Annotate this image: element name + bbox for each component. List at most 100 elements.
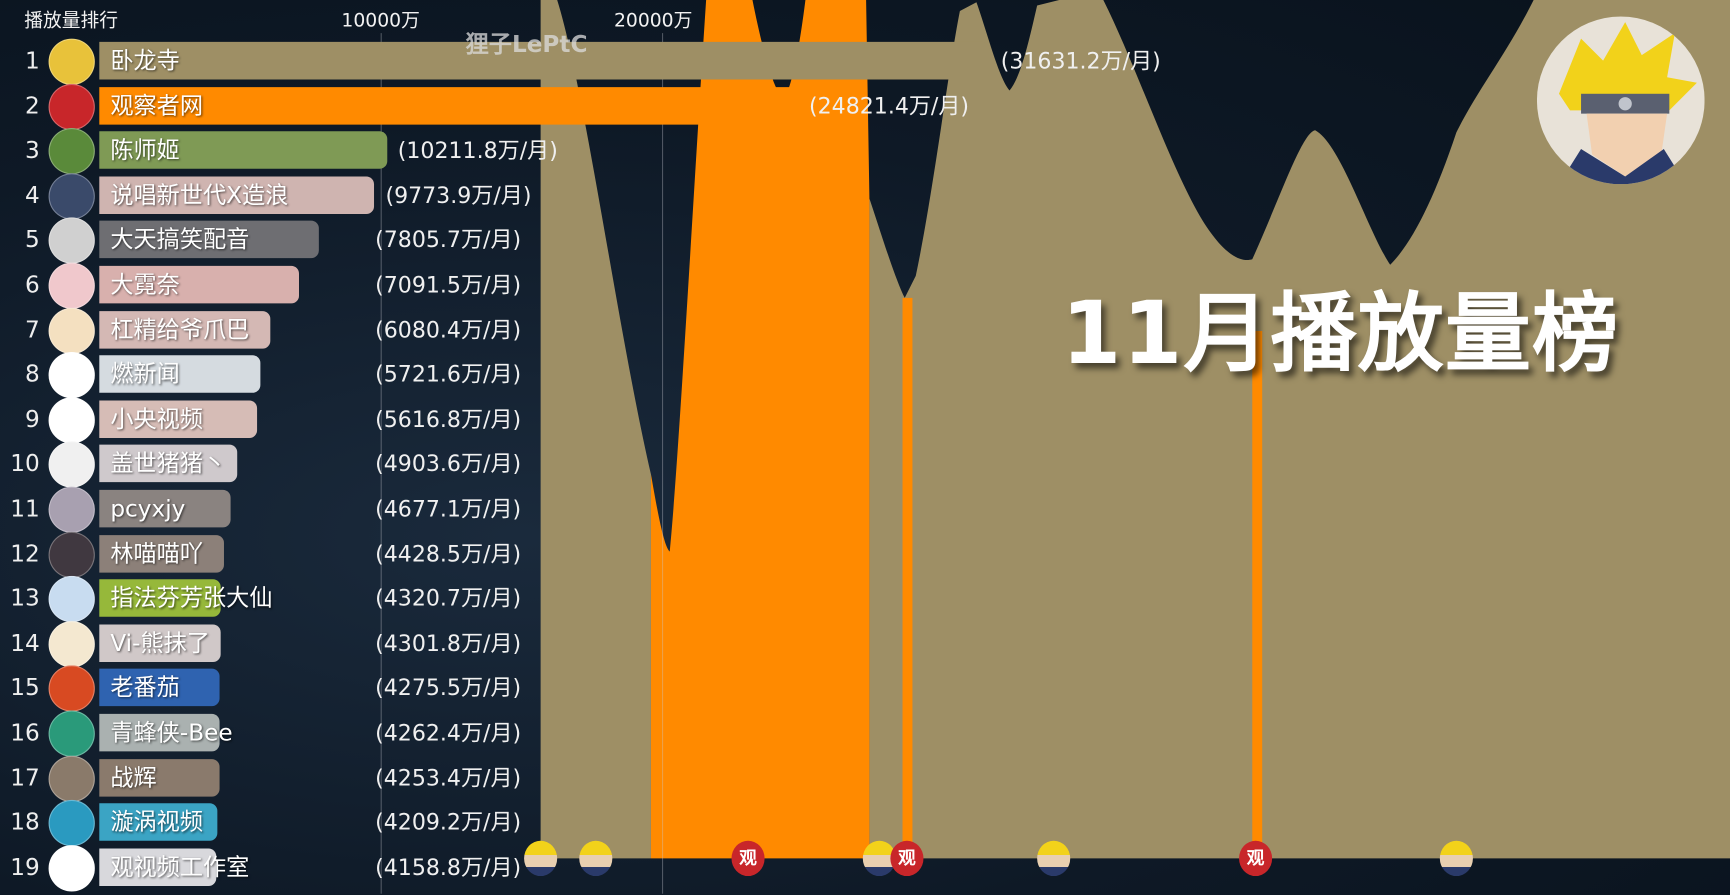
bar (99, 221, 320, 259)
value-label: (24821.4万/月) (809, 92, 970, 119)
value-label: (5616.8万/月) (375, 405, 522, 433)
guancha-avatar-marker: 观 (731, 840, 765, 877)
bar (99, 624, 221, 662)
channel-avatar (48, 262, 95, 309)
value-label: (4677.1万/月) (375, 495, 522, 522)
channel-name: Vi-熊抹了 (110, 629, 210, 657)
channel-avatar (48, 307, 95, 354)
bar (99, 579, 221, 617)
rank-number: 10 (10, 450, 40, 478)
value-label: (4209.2万/月) (375, 808, 522, 836)
channel-name: 卧龙寺 (110, 47, 180, 74)
bar (99, 445, 238, 483)
naruto-avatar-marker (579, 840, 613, 877)
value-label: (7091.5万/月) (375, 271, 522, 298)
channel-name: 观视频工作室 (110, 853, 250, 881)
value-label: (4320.7万/月) (375, 584, 522, 612)
bar (99, 758, 220, 797)
bar-row: 3 陈师姬 (10211.8万/月) (0, 128, 1324, 175)
bar (99, 131, 387, 170)
channel-avatar (48, 531, 95, 578)
bar-row: 1 卧龙寺 (31631.2万/月) (0, 38, 1324, 85)
bar (99, 713, 220, 752)
value-label: (4903.6万/月) (375, 450, 522, 478)
channel-name: 杠精给爷爪巴 (110, 316, 250, 343)
channel-avatar (48, 128, 95, 175)
naruto-avatar-marker (862, 840, 896, 877)
channel-name: pcyxjy (110, 495, 186, 522)
gridline (661, 33, 664, 894)
value-label: (4262.4万/月) (375, 719, 522, 746)
channel-avatar (48, 217, 95, 265)
value-label: (5721.6万/月) (375, 360, 522, 388)
channel-avatar (48, 83, 95, 130)
value-label: (4253.4万/月) (375, 764, 522, 791)
bar-row: 7 杠精给爷爪巴 (6080.4万/月) (0, 307, 1324, 354)
month-title: 11月播放量榜 (1061, 284, 1620, 384)
bar-row: 8 燃新闻 (5721.6万/月) (0, 352, 1324, 399)
bar-row: 12 林喵喵吖 (4428.5万/月) (0, 531, 1324, 578)
channel-name: 战辉 (110, 764, 157, 791)
value-label: (6080.4万/月) (375, 316, 522, 343)
rank-number: 9 (24, 405, 40, 433)
channel-avatar (48, 665, 95, 713)
channel-avatar (48, 620, 95, 668)
tick-label: 20000万 (613, 9, 693, 32)
rank-number: 3 (24, 137, 40, 164)
channel-name: 大霓奈 (110, 271, 180, 298)
naruto-avatar-marker (1037, 840, 1071, 877)
bar-row: 17 战辉 (4253.4万/月) (0, 755, 1324, 802)
channel-avatar (48, 800, 95, 847)
khaki-area (540, 0, 1730, 859)
bar-row: 16 青蜂侠-Bee (4262.4万/月) (0, 710, 1324, 757)
rank-number: 13 (10, 584, 40, 612)
channel-name: 指法芬芳张大仙 (110, 584, 273, 612)
channel-name: 说唱新世代X造浪 (110, 181, 289, 209)
channel-name: 燃新闻 (110, 360, 180, 388)
bar (99, 489, 231, 528)
rank-number: 16 (10, 719, 40, 746)
rank-number: 4 (24, 181, 40, 209)
channel-name: 小央视频 (110, 405, 204, 433)
bar-row: 18 漩涡视频 (4209.2万/月) (0, 800, 1324, 847)
channel-avatar (48, 576, 95, 623)
rank-number: 8 (24, 360, 40, 388)
channel-name: 大天搞笑配音 (110, 226, 250, 254)
bar-row: 6 大霓奈 (7091.5万/月) (0, 262, 1324, 309)
rank-number: 19 (10, 853, 40, 881)
channel-name: 陈师姬 (110, 137, 180, 164)
channel-avatar (48, 844, 95, 892)
bar (99, 86, 798, 125)
bar (99, 669, 220, 707)
channel-name: 林喵喵吖 (110, 540, 204, 567)
bar-row: 14 Vi-熊抹了 (4301.8万/月) (0, 620, 1324, 668)
bar (99, 400, 258, 438)
guancha-avatar-marker: 观 (890, 840, 924, 877)
bar-row: 2 观察者网 (24821.4万/月) (0, 83, 1324, 130)
channel-avatar (48, 396, 95, 444)
bar (99, 803, 218, 841)
value-label: (31631.2万/月) (1000, 47, 1161, 74)
bar (99, 534, 224, 573)
bar (99, 848, 217, 886)
channel-name: 盖世猪猪丶 (110, 450, 227, 478)
channel-name: 观察者网 (110, 92, 204, 119)
channel-name: 青蜂侠-Bee (110, 719, 233, 746)
watermark: 狸子LePtC (465, 30, 588, 58)
rank-number: 14 (10, 629, 40, 657)
leader-avatar (1536, 16, 1705, 185)
tick-label: 10000万 (341, 9, 420, 32)
channel-avatar (48, 441, 95, 489)
naruto-avatar-marker (524, 840, 558, 877)
value-label: (7805.7万/月) (375, 226, 522, 254)
rank-number: 2 (24, 92, 40, 119)
gridline (380, 33, 382, 894)
bar (99, 355, 261, 393)
value-label: (9773.9万/月) (385, 181, 532, 209)
value-label: (10211.8万/月) (397, 137, 558, 164)
channel-avatar (48, 755, 95, 802)
channel-avatar (48, 352, 95, 399)
bar-row: 5 大天搞笑配音 (7805.7万/月) (0, 217, 1324, 265)
